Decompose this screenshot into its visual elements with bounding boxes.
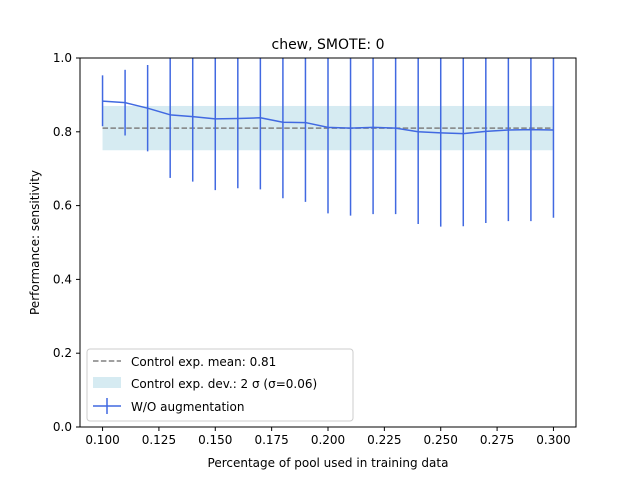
legend-series-label: W/O augmentation — [131, 400, 244, 414]
x-tick-label: 0.225 — [367, 433, 401, 447]
series-line — [102, 100, 554, 135]
x-axis-label: Percentage of pool used in training data — [208, 456, 449, 470]
y-tick-label: 0.0 — [53, 420, 72, 434]
x-tick-label: 0.250 — [424, 433, 458, 447]
y-tick-label: 0.2 — [53, 346, 72, 360]
x-tick-label: 0.275 — [480, 433, 514, 447]
chart-title: chew, SMOTE: 0 — [272, 37, 385, 53]
x-tick-label: 0.100 — [85, 433, 119, 447]
legend-box — [86, 348, 354, 422]
x-tick-label: 0.125 — [142, 433, 176, 447]
legend-mean-label: Control exp. mean: 0.81 — [131, 355, 276, 369]
x-axis-ticks: 0.100 0.125 0.150 0.175 0.200 0.225 0.250 0.275… — [85, 427, 571, 447]
legend: Control exp. mean: 0.81 Control exp. dev… — [86, 348, 354, 422]
y-tick-label: 0.4 — [53, 272, 72, 286]
series-lines — [102, 100, 554, 135]
x-tick-label: 0.175 — [254, 433, 288, 447]
x-tick-label: 0.300 — [536, 433, 570, 447]
legend-band-swatch — [93, 377, 121, 388]
x-tick-label: 0.200 — [311, 433, 345, 447]
y-axis-ticks: 0.0 0.2 0.4 0.6 0.8 1.0 — [53, 51, 80, 434]
y-tick-label: 0.8 — [53, 125, 72, 139]
legend-band-label: Control exp. dev.: 2 σ (σ=0.06) — [131, 377, 317, 391]
y-axis-label: Performance: sensitivity — [28, 170, 42, 315]
x-tick-label: 0.150 — [198, 433, 232, 447]
y-tick-label: 1.0 — [53, 51, 72, 65]
y-tick-label: 0.6 — [53, 199, 72, 213]
error-bars — [101, 58, 555, 227]
